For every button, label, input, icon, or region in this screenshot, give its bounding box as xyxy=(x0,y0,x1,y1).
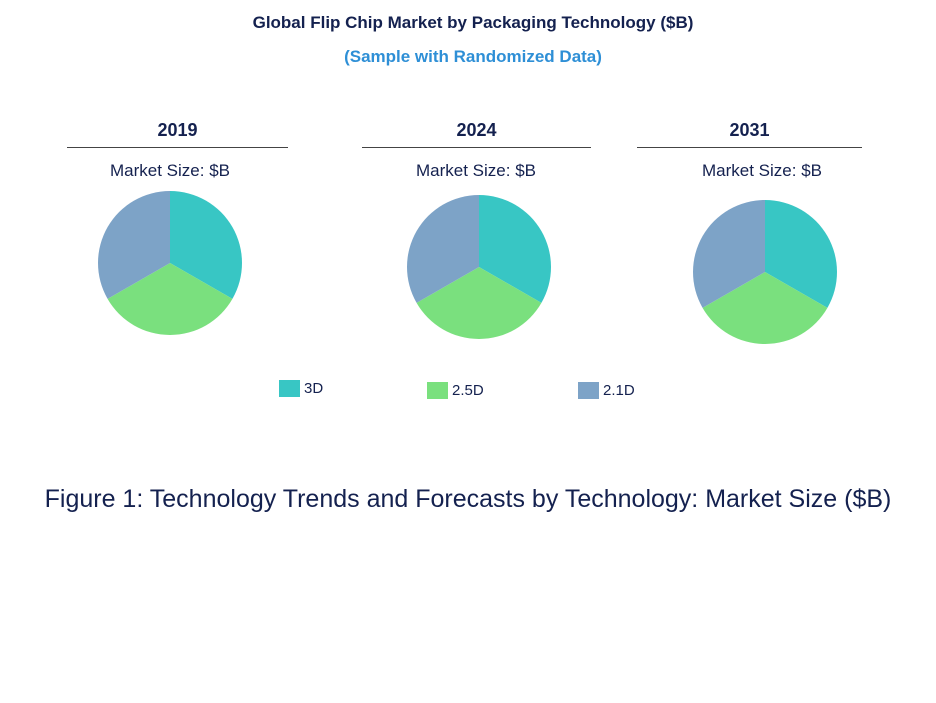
pie-slice-2031-2-1d xyxy=(693,200,765,308)
pie-label-2031: Market Size: $B xyxy=(702,161,822,180)
pie-slice-2019-2-5d xyxy=(107,263,233,335)
pie-slice-2031-3d xyxy=(765,200,837,308)
divider xyxy=(362,147,591,148)
pie-slice-2024-2-5d xyxy=(416,267,542,339)
pie-slice-2024-2-1d xyxy=(407,195,479,303)
pie-year-2019: 2019 xyxy=(157,120,198,140)
legend-swatch-2-5d xyxy=(427,382,448,399)
legend-swatch-2-1d xyxy=(578,382,599,399)
figure-caption: Figure 1: Technology Trends and Forecast… xyxy=(44,485,892,513)
pie-slice-2019-2-1d xyxy=(98,191,170,299)
pie-year-2024: 2024 xyxy=(456,120,497,140)
pie-slice-2031-2-5d xyxy=(702,272,828,344)
pie-year-2031: 2031 xyxy=(729,120,770,140)
pie-slice-2019-3d xyxy=(170,191,243,299)
pie-slice-2024-3d xyxy=(479,195,551,303)
chart-subtitle: (Sample with Randomized Data) xyxy=(344,47,602,66)
divider xyxy=(637,147,862,148)
legend-label-2-5d: 2.5D xyxy=(452,382,484,399)
legend-label-3d: 3D xyxy=(304,380,324,397)
legend-label-2-1d: 2.1D xyxy=(603,382,635,399)
divider xyxy=(67,147,288,148)
chart-title: Global Flip Chip Market by Packaging Tec… xyxy=(252,13,694,32)
pie-label-2024: Market Size: $B xyxy=(416,161,536,180)
pie-label-2019: Market Size: $B xyxy=(110,161,230,180)
legend-swatch-3d xyxy=(279,380,300,397)
